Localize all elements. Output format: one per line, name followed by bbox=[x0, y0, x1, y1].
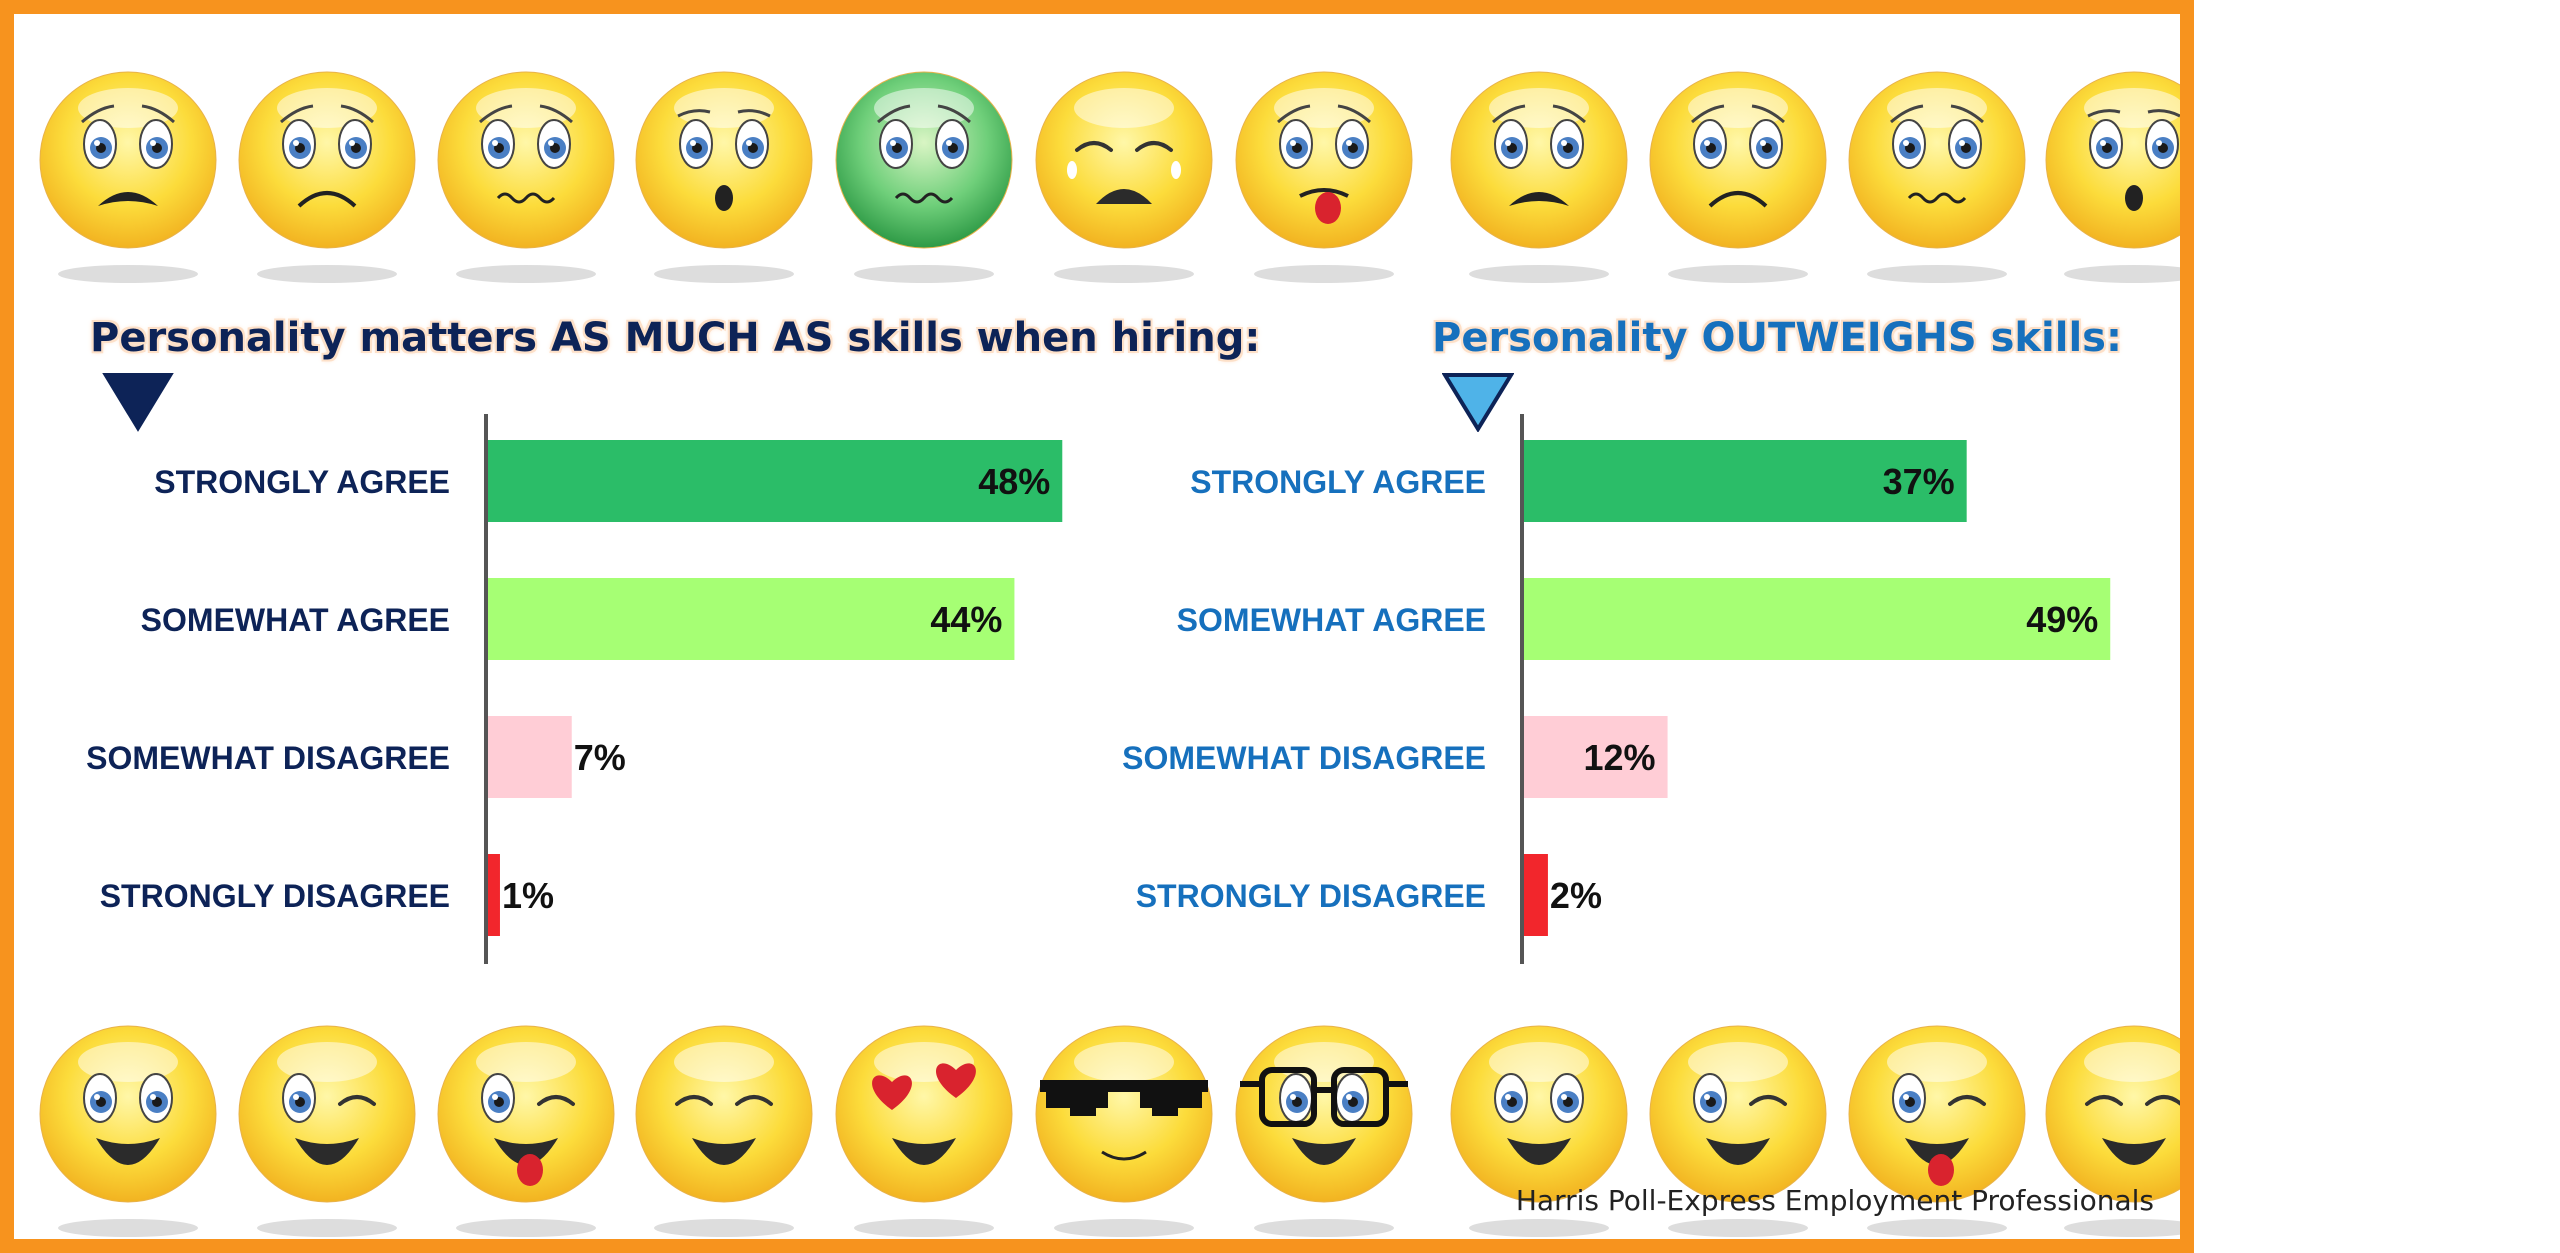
bar-value-label: 44% bbox=[930, 599, 1002, 640]
bar-chart-right: STRONGLY AGREE 37% SOMEWHAT AGREE 49% SOMEWH… bbox=[1122, 414, 2111, 964]
confused-face-icon bbox=[1848, 71, 2026, 283]
surprised-face-icon bbox=[635, 71, 813, 283]
source-credit: Harris Poll-Express Employment Professio… bbox=[1515, 1184, 2154, 1217]
bar-chart-left: STRONGLY AGREE 48% SOMEWHAT AGREE 44% SOMEWH… bbox=[86, 414, 1063, 964]
winking-tongue-face-icon bbox=[437, 1025, 615, 1237]
winking-tongue-face-icon bbox=[1848, 1025, 2026, 1237]
worried-face-icon bbox=[1649, 71, 1827, 283]
bar-value-label: 2% bbox=[1550, 875, 1602, 916]
bar bbox=[1524, 440, 1967, 522]
triangle-marker-right-icon bbox=[1442, 373, 1514, 432]
crying-face-icon bbox=[1035, 71, 1213, 283]
tongue-out-face-icon bbox=[1235, 71, 1413, 283]
infographic-frame: Personality matters AS MUCH AS skills wh… bbox=[0, 0, 2194, 1253]
winking-face-icon bbox=[1649, 1025, 1827, 1237]
bar-value-label: 12% bbox=[1584, 737, 1656, 778]
emoji-row-top bbox=[39, 71, 2180, 283]
emoji-row-bottom bbox=[39, 1025, 2180, 1237]
triangle-marker-left-icon bbox=[102, 373, 174, 432]
category-label: SOMEWHAT AGREE bbox=[141, 602, 450, 638]
smiling-closed-eyes-face-icon bbox=[2045, 1025, 2180, 1237]
category-label: SOMEWHAT DISAGREE bbox=[1122, 740, 1486, 776]
category-label: STRONGLY AGREE bbox=[154, 464, 450, 500]
category-label: SOMEWHAT AGREE bbox=[1177, 602, 1486, 638]
sunglasses-face-icon bbox=[1035, 1025, 1213, 1237]
grinning-face-icon bbox=[1450, 1025, 1628, 1237]
heart-eyes-face-icon bbox=[835, 1025, 1013, 1237]
bar bbox=[488, 854, 500, 936]
bar bbox=[488, 440, 1063, 522]
category-label: SOMEWHAT DISAGREE bbox=[86, 740, 450, 776]
bar-value-label: 37% bbox=[1883, 461, 1955, 502]
category-label: STRONGLY DISAGREE bbox=[100, 878, 450, 914]
chart-title-left: Personality matters AS MUCH AS skills wh… bbox=[90, 315, 1261, 361]
frowning-face-icon bbox=[1450, 71, 1628, 283]
nauseated-face-icon bbox=[835, 71, 1013, 283]
category-label: STRONGLY AGREE bbox=[1190, 464, 1486, 500]
nerd-glasses-face-icon bbox=[1235, 1025, 1413, 1237]
bar-value-label: 7% bbox=[574, 737, 626, 778]
smiling-closed-eyes-face-icon bbox=[635, 1025, 813, 1237]
bar bbox=[1524, 578, 2111, 660]
bar bbox=[1524, 854, 1548, 936]
bar-value-label: 48% bbox=[978, 461, 1050, 502]
bar-value-label: 1% bbox=[502, 875, 554, 916]
grinning-face-icon bbox=[39, 1025, 217, 1237]
worried-face-icon bbox=[238, 71, 416, 283]
bar bbox=[488, 578, 1015, 660]
bar bbox=[488, 716, 572, 798]
winking-face-icon bbox=[238, 1025, 416, 1237]
bar bbox=[1524, 716, 1668, 798]
chart-title-right: Personality OUTWEIGHS skills: bbox=[1432, 315, 2122, 361]
bar-value-label: 49% bbox=[2026, 599, 2098, 640]
frowning-face-icon bbox=[39, 71, 217, 283]
confused-face-icon bbox=[437, 71, 615, 283]
surprised-face-icon bbox=[2045, 71, 2180, 283]
category-label: STRONGLY DISAGREE bbox=[1136, 878, 1486, 914]
